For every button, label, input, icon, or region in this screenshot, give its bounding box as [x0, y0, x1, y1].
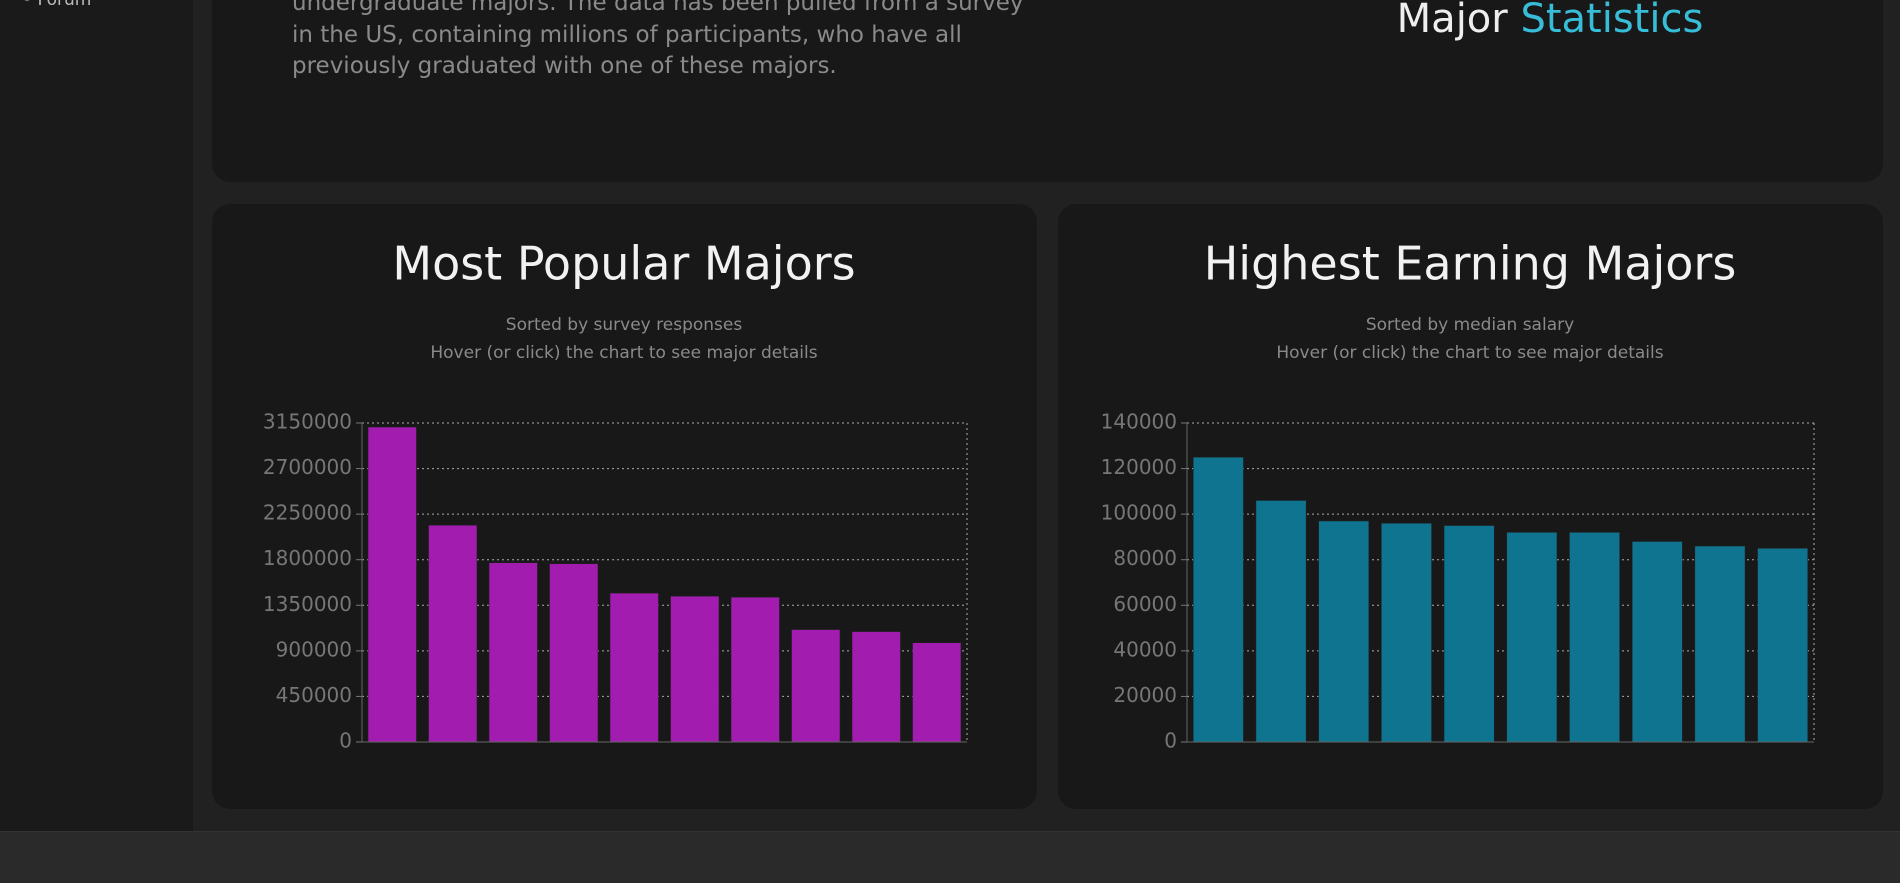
- y-tick-label: 3150000: [263, 410, 352, 434]
- intro-card: [212, 0, 1883, 182]
- y-tick-label: 40000: [1113, 637, 1177, 661]
- nav-link[interactable]: ◦ Forum: [22, 0, 91, 10]
- bar: [1318, 520, 1370, 743]
- bar: [1757, 548, 1808, 743]
- page-heading: Major Statistics: [1300, 0, 1800, 42]
- chart-note: Hover (or click) the chart to see major …: [1276, 343, 1663, 363]
- bar: [791, 629, 841, 743]
- y-tick-label: 60000: [1113, 592, 1177, 616]
- y-tick-label: 140000: [1101, 410, 1177, 434]
- bar: [488, 562, 538, 743]
- y-tick-label: 100000: [1101, 501, 1177, 525]
- intro-text: undergraduate majors. The data has been …: [292, 0, 1024, 79]
- bar: [428, 525, 478, 743]
- bar: [670, 595, 720, 743]
- y-tick-label: 450000: [276, 683, 352, 707]
- chart-note: Hover (or click) the chart to see major …: [430, 343, 817, 363]
- bar: [730, 596, 780, 743]
- bar: [1694, 545, 1746, 743]
- y-tick-label: 1350000: [263, 592, 352, 616]
- y-tick-label: 2250000: [263, 501, 352, 525]
- y-tick-label: 1800000: [263, 546, 352, 570]
- sidebar: ◦ Forum: [0, 0, 193, 831]
- nav-label[interactable]: Forum: [37, 0, 92, 10]
- y-tick-label: 900000: [276, 637, 352, 661]
- footer-bar: [0, 831, 1900, 883]
- heading-highlight: Statistics: [1520, 0, 1704, 42]
- heading-prefix: Major: [1396, 0, 1508, 42]
- chart-title: Most Popular Majors: [392, 237, 855, 291]
- bar: [367, 426, 417, 743]
- y-tick-label: 0: [1164, 729, 1177, 753]
- y-tick-label: 120000: [1101, 455, 1177, 479]
- y-tick-label: 2700000: [263, 455, 352, 479]
- bar: [1381, 523, 1432, 743]
- bar: [609, 592, 659, 743]
- chart-title: Highest Earning Majors: [1204, 237, 1737, 291]
- y-tick-label: 80000: [1113, 546, 1177, 570]
- bar: [549, 563, 599, 743]
- bar: [1443, 525, 1495, 743]
- y-tick-label: 20000: [1113, 683, 1177, 707]
- bar: [851, 631, 901, 743]
- bar: [1569, 532, 1620, 743]
- bar: [1255, 500, 1307, 743]
- bar: [912, 642, 962, 743]
- chart-subtitle: Sorted by survey responses: [506, 315, 743, 335]
- bar: [1506, 532, 1558, 743]
- y-tick-label: 0: [339, 729, 352, 753]
- bar: [1631, 541, 1683, 743]
- bar: [1193, 456, 1244, 743]
- chart-subtitle: Sorted by median salary: [1366, 315, 1574, 335]
